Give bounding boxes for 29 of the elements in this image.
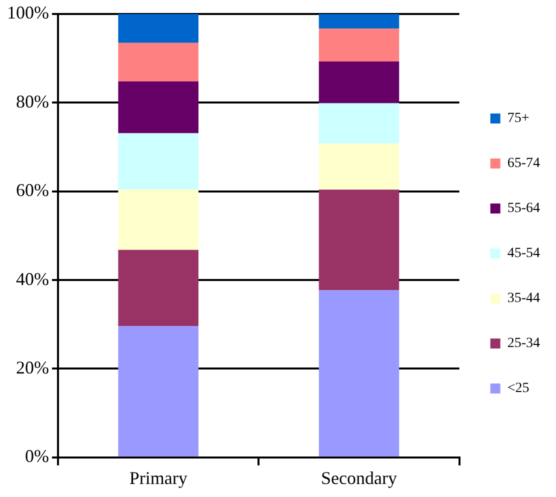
bar — [318, 61, 400, 104]
bar — [118, 133, 198, 190]
bar — [318, 190, 400, 290]
y-tick-label: 80% — [16, 91, 49, 112]
legend-label: 45-54 — [507, 246, 540, 262]
bar — [318, 290, 400, 456]
legend-label: 65-74 — [507, 156, 540, 172]
bar — [118, 326, 198, 456]
bar — [118, 190, 198, 250]
legend-label: 75+ — [507, 111, 530, 126]
bar — [118, 81, 198, 134]
y-tick-label: 0% — [24, 446, 49, 466]
y-tick-label: 40% — [16, 268, 49, 289]
legend-label: 35-44 — [507, 291, 540, 306]
bar — [318, 28, 400, 62]
legend-label: 55-64 — [507, 201, 540, 216]
legend-label: 25-34 — [507, 336, 540, 352]
bar — [118, 14, 198, 43]
y-tick-label: 20% — [16, 357, 49, 378]
bar — [118, 42, 198, 82]
bar — [118, 250, 198, 326]
bar — [318, 143, 400, 190]
legend-label: <25 — [507, 381, 530, 396]
y-tick-label: 60% — [16, 180, 49, 200]
bar — [318, 103, 400, 144]
x-tick-label: Primary — [129, 468, 188, 488]
x-tick-label: Secondary — [321, 468, 397, 488]
y-tick-label: 100% — [6, 2, 49, 23]
bar — [318, 14, 400, 29]
